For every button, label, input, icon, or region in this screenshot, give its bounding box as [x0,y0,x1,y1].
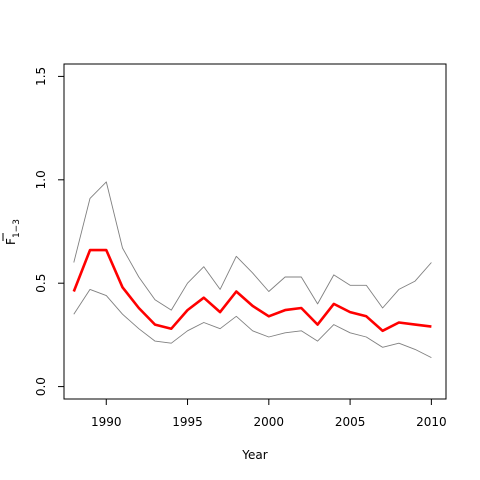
x-tick-label: 1990 [91,415,122,429]
y-tick-label: 1.0 [34,170,48,189]
series-line-upper [73,181,432,311]
x-tick-label: 2000 [254,415,285,429]
x-tick-label: 2005 [335,415,366,429]
series-line-lower [73,288,432,359]
series-line-estimate [72,248,432,333]
plot-box [63,63,447,400]
y-tick-label: 1.5 [34,67,48,86]
x-tick-label: 2010 [416,415,447,429]
x-axis: 1990 1995 2000 2005 2010 [91,399,447,429]
series-layer [72,181,432,359]
x-axis-label: Year [241,448,267,462]
y-tick-label: 0.5 [34,274,48,293]
y-axis-label: F1−3 [4,219,22,245]
y-axis-label-main: F [4,238,18,245]
y-axis: 0.0 0.5 1.0 1.5 [34,67,64,396]
x-tick-label: 1995 [172,415,203,429]
y-axis-label-subscript: 1−3 [12,219,22,238]
y-tick-label: 0.0 [34,377,48,396]
